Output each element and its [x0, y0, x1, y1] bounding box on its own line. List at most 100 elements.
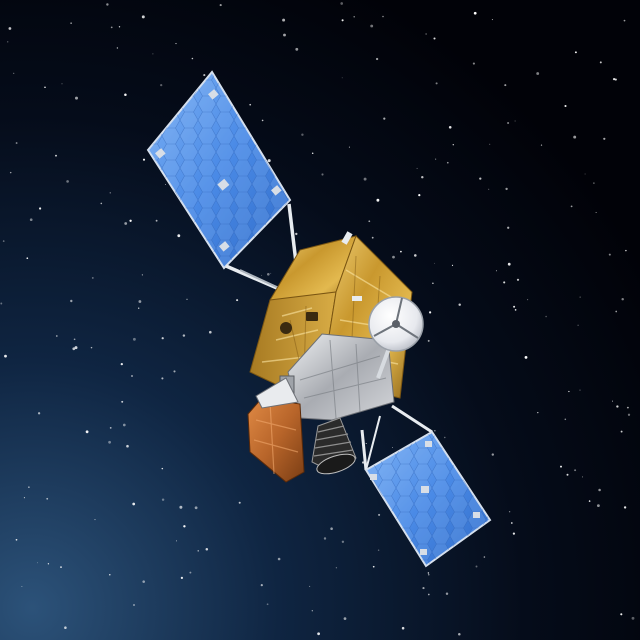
- star: [142, 158, 146, 161]
- star: [277, 557, 281, 561]
- star: [574, 469, 577, 472]
- star: [582, 476, 584, 478]
- star: [15, 142, 18, 144]
- star: [108, 440, 111, 444]
- star: [378, 513, 381, 516]
- star: [615, 310, 618, 313]
- star: [392, 447, 393, 449]
- star: [596, 504, 600, 508]
- star: [173, 370, 176, 373]
- star: [47, 563, 50, 565]
- star: [152, 53, 154, 55]
- star: [186, 298, 188, 300]
- star: [335, 567, 338, 569]
- star: [37, 412, 41, 415]
- star: [205, 548, 209, 551]
- star: [110, 26, 113, 29]
- star: [179, 505, 183, 509]
- star: [435, 82, 438, 85]
- star: [631, 616, 635, 620]
- star: [141, 274, 144, 276]
- star: [160, 83, 163, 87]
- star: [507, 226, 510, 229]
- copper-module: [247, 377, 305, 483]
- star: [491, 19, 493, 21]
- star: [458, 303, 461, 306]
- star: [599, 61, 602, 64]
- star: [23, 497, 25, 499]
- star: [625, 249, 627, 252]
- star: [370, 24, 374, 28]
- star: [616, 405, 619, 408]
- star: [627, 413, 631, 416]
- star: [603, 137, 606, 140]
- star: [7, 41, 9, 43]
- star: [180, 576, 184, 580]
- star: [109, 574, 111, 576]
- star: [219, 4, 222, 7]
- star: [175, 43, 177, 45]
- lower-boom: [360, 404, 433, 471]
- star: [363, 177, 367, 181]
- star: [109, 192, 111, 194]
- star: [392, 255, 395, 259]
- star: [593, 182, 595, 184]
- star: [427, 339, 430, 342]
- star: [491, 453, 494, 456]
- star: [282, 18, 286, 22]
- star: [91, 276, 94, 279]
- star: [317, 632, 320, 636]
- star: [614, 78, 617, 81]
- star: [537, 411, 539, 414]
- star: [161, 467, 164, 470]
- star: [560, 465, 562, 468]
- star: [361, 461, 365, 464]
- star: [261, 274, 263, 276]
- dish-antenna-icon: [368, 296, 424, 379]
- star: [418, 194, 421, 197]
- star: [588, 500, 591, 502]
- star: [132, 337, 136, 341]
- star: [122, 423, 126, 427]
- star: [55, 154, 57, 157]
- star: [13, 72, 15, 74]
- star: [451, 264, 454, 266]
- star: [109, 426, 112, 429]
- star: [428, 311, 432, 314]
- star: [323, 537, 327, 540]
- star: [433, 37, 436, 40]
- star: [118, 26, 121, 28]
- star: [39, 207, 42, 210]
- star: [132, 603, 136, 607]
- star: [124, 222, 128, 225]
- star: [577, 324, 579, 326]
- star: [427, 572, 430, 574]
- star: [371, 236, 374, 239]
- star: [621, 297, 624, 301]
- star: [4, 354, 7, 358]
- star: [623, 19, 626, 22]
- star: [36, 562, 38, 564]
- star: [138, 300, 142, 303]
- star: [267, 159, 271, 163]
- star: [507, 121, 510, 125]
- star: [368, 220, 371, 223]
- star: [236, 299, 239, 302]
- star: [116, 47, 119, 49]
- star: [44, 86, 46, 88]
- star: [376, 198, 380, 202]
- star: [131, 375, 133, 377]
- star: [70, 299, 73, 303]
- star: [177, 234, 181, 238]
- star: [9, 171, 12, 174]
- star: [161, 498, 165, 501]
- star: [85, 430, 89, 434]
- star: [574, 51, 577, 54]
- star: [434, 430, 436, 432]
- star: [372, 565, 375, 568]
- star: [401, 626, 405, 630]
- star: [483, 556, 486, 558]
- star: [427, 593, 430, 596]
- star: [270, 272, 272, 274]
